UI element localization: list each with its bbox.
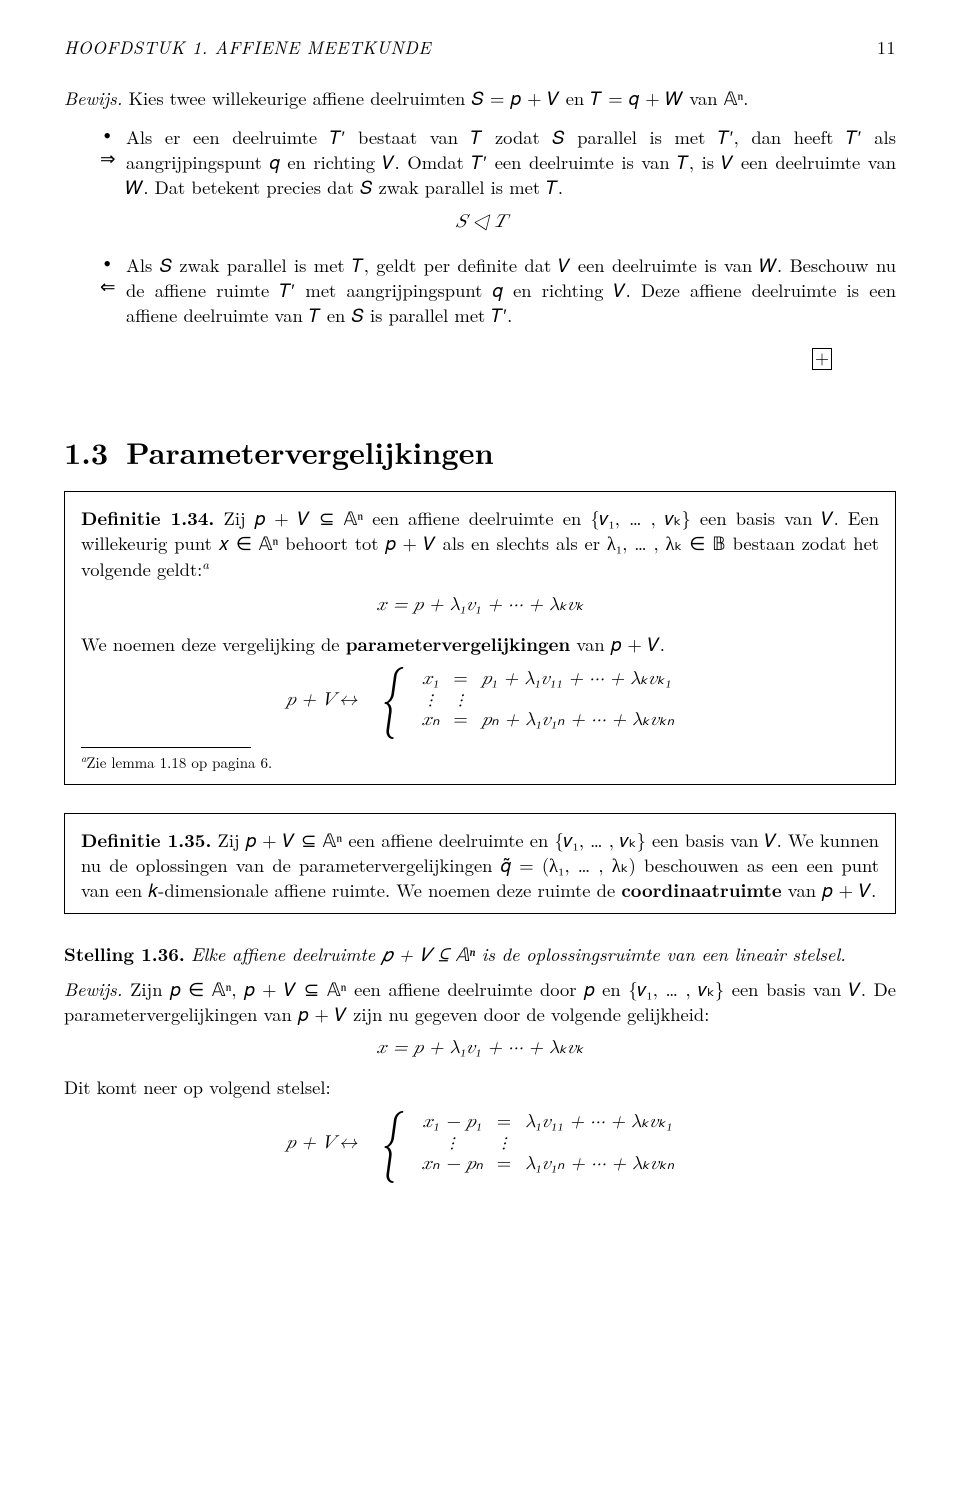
footnote-mark-a: a — [202, 554, 209, 573]
def134-system-grid: 𝑥₁ = 𝑝₁ + λ₁𝑣₁₁ + ⋯ + λₖ𝑣ₖ₁ ⋮ ⋮ 𝑥ₙ = 𝑝ₙ … — [421, 667, 674, 734]
def135-body-post: van 𝑝 + 𝑉. — [782, 877, 877, 903]
running-header: HOOFDSTUK 1. AFFIENE MEETKUNDE 11 — [64, 36, 896, 60]
stelling136-label: Stelling 1.36. — [64, 941, 185, 967]
def134-label: Definitie 1.34. — [81, 505, 214, 531]
footnote-a: aZie lemma 1.18 op pagina 6. — [81, 752, 879, 773]
def134-term: parametervergelijkingen — [346, 631, 571, 657]
def134-sentence2-post: van 𝑝 + 𝑉. — [570, 631, 665, 657]
forward-text: Als er een deelruimte 𝑇′ bestaat van 𝑇 z… — [126, 124, 896, 200]
def135-label: Definitie 1.35. — [81, 827, 211, 853]
theorem-136: Stelling 1.36. Elke affiene deelruimte 𝑝… — [64, 942, 896, 967]
proof2-system-grid: 𝑥₁ − 𝑝₁ = λ₁𝑣₁₁ + ⋯ + λₖ𝑣ₖ₁ ⋮ ⋮ 𝑥ₙ − 𝑝ₙ … — [421, 1110, 674, 1177]
qed-symbol: + — [815, 345, 829, 370]
def134-system-lhs: 𝑝 + 𝑉 ↔ — [286, 688, 357, 713]
running-title: HOOFDSTUK 1. AFFIENE MEETKUNDE — [64, 36, 431, 60]
sys-r3c2: = — [453, 708, 467, 733]
footnote-rule — [81, 747, 251, 748]
p2-r3c3: λ₁𝑣₁ₙ + ⋯ + λₖ𝑣ₖₙ — [525, 1152, 674, 1177]
proof2-label: Bewijs. — [64, 976, 122, 1002]
definition-box-134: Definitie 1.34. Zij 𝑝 + 𝑉 ⊆ 𝔸ⁿ een affie… — [64, 491, 896, 785]
sys-r1c3: 𝑝₁ + λ₁𝑣₁₁ + ⋯ + λₖ𝑣ₖ₁ — [482, 667, 674, 692]
proof2-system-lhs: 𝑝 + 𝑉 ↔ — [286, 1131, 357, 1156]
sys-r1c1: 𝑥₁ — [421, 667, 439, 692]
bullet-forward-body: Als er een deelruimte 𝑇′ bestaat van 𝑇 z… — [126, 121, 896, 200]
p2-r2c2: ⋮ — [497, 1137, 511, 1150]
definition-box-135: Definitie 1.35. Zij 𝑝 + 𝑉 ⊆ 𝔸ⁿ een affie… — [64, 813, 896, 914]
left-brace-icon: { — [379, 671, 399, 729]
proof2-line1: Bewijs. Zijn 𝑝 ∈ 𝔸ⁿ, 𝑝 + 𝑉 ⊆ 𝔸ⁿ een affi… — [64, 977, 896, 1027]
p2-r3c2: = — [497, 1152, 511, 1177]
def135-term: coordinaatruimte — [621, 877, 781, 903]
sys-r2c2: ⋮ — [453, 694, 467, 707]
bullet-backward: • ⇐ Als 𝑆 zwak parallel is met 𝑇, geldt … — [100, 249, 896, 328]
bullet-forward: • ⇒ Als er een deelruimte 𝑇′ bestaat van… — [100, 121, 896, 200]
p2-r3c1: 𝑥ₙ − 𝑝ₙ — [421, 1152, 482, 1177]
arrow-left-icon: ⇐ — [100, 273, 116, 299]
sys-r1c2: = — [453, 667, 467, 692]
stelling136-body: Elke affiene deelruimte 𝑝 + 𝑉 ⊆ 𝔸ⁿ is de… — [191, 941, 846, 967]
p2-r1c2: = — [497, 1110, 511, 1135]
def134-system: 𝑝 + 𝑉 ↔ { 𝑥₁ = 𝑝₁ + λ₁𝑣₁₁ + ⋯ + λₖ𝑣ₖ₁ ⋮ … — [81, 667, 879, 734]
qed-box: + — [812, 348, 832, 370]
proof-intro-text: Kies twee willekeurige affiene deelruimt… — [129, 85, 749, 111]
def134-eq: 𝑥 = 𝑝 + λ₁𝑣₁ + ⋯ + λₖ𝑣ₖ — [81, 593, 879, 618]
bullet-backward-body: Als 𝑆 zwak parallel is met 𝑇, geldt per … — [126, 249, 896, 328]
p2-r1c1: 𝑥₁ − 𝑝₁ — [421, 1110, 482, 1135]
eq-s-sub-t: 𝑆 ◁ 𝑇 — [64, 210, 896, 235]
left-brace-icon-2: { — [379, 1115, 399, 1173]
section-title: Parametervergelijkingen — [126, 430, 494, 473]
def134-sentence2-pre: We noemen deze vergelijking de — [81, 631, 346, 657]
bullet-dot-2: • ⇐ — [100, 249, 126, 328]
proof-label: Bewijs. — [64, 85, 122, 111]
backward-text: Als 𝑆 zwak parallel is met 𝑇, geldt per … — [126, 252, 896, 328]
proof2-line2: Dit komt neer op volgend stelsel: — [64, 1075, 896, 1100]
p2-r1c3: λ₁𝑣₁₁ + ⋯ + λₖ𝑣ₖ₁ — [525, 1110, 674, 1135]
sys-r3c1: 𝑥ₙ — [421, 708, 439, 733]
sys-r2c1: ⋮ — [421, 694, 439, 707]
bullet-glyph-2: • — [100, 248, 114, 274]
section-heading: 1.3 Parametervergelijkingen — [64, 432, 896, 473]
page: HOOFDSTUK 1. AFFIENE MEETKUNDE 11 Bewijs… — [0, 0, 960, 1486]
proof2-text1: Zijn 𝑝 ∈ 𝔸ⁿ, 𝑝 + 𝑉 ⊆ 𝔸ⁿ een affiene deel… — [64, 976, 896, 1027]
sys-r3c3: 𝑝ₙ + λ₁𝑣₁ₙ + ⋯ + λₖ𝑣ₖₙ — [482, 708, 674, 733]
arrow-right-icon: ⇒ — [100, 145, 116, 171]
p2-r2c1: ⋮ — [421, 1137, 482, 1150]
bullet-glyph: • — [100, 120, 114, 146]
bullet-dot: • ⇒ — [100, 121, 126, 200]
section-number: 1.3 — [64, 430, 108, 473]
proof2-system: 𝑝 + 𝑉 ↔ { 𝑥₁ − 𝑝₁ = λ₁𝑣₁₁ + ⋯ + λₖ𝑣ₖ₁ ⋮ … — [64, 1110, 896, 1177]
proof-intro: Bewijs. Kies twee willekeurige affiene d… — [64, 86, 896, 111]
footnote-a-text: Zie lemma 1.18 op pagina 6. — [86, 752, 272, 773]
page-number: 11 — [877, 36, 896, 60]
proof2-eq: 𝑥 = 𝑝 + λ₁𝑣₁ + ⋯ + λₖ𝑣ₖ — [64, 1036, 896, 1061]
